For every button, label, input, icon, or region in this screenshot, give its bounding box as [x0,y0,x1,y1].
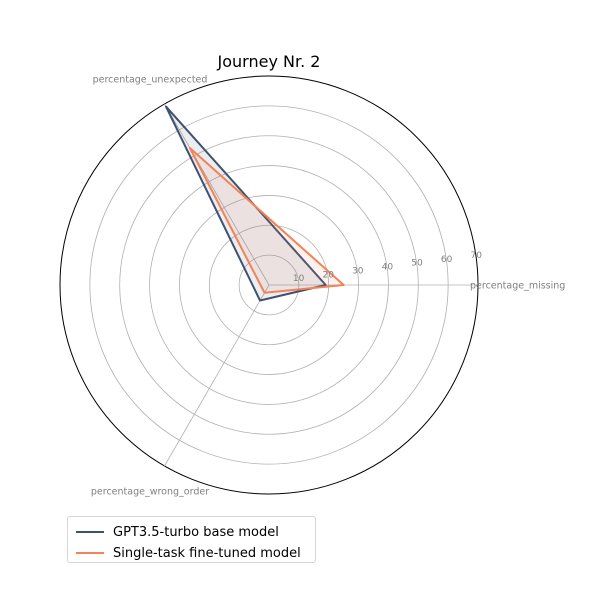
axis-spoke [164,284,270,467]
chart-title: Journey Nr. 2 [217,52,321,71]
radial-tick-label: 10 [293,274,305,284]
legend-label-base: GPT3.5-turbo base model [113,524,279,540]
radial-tick-label: 30 [352,266,364,276]
radial-tick-label: 60 [441,255,453,265]
radial-tick-label: 20 [322,270,334,280]
legend-label-finetuned: Single-task fine-tuned model [113,545,301,561]
radial-tick-label: 40 [382,263,394,273]
series-fill-0 [165,106,326,301]
radial-tick-label: 70 [471,251,483,261]
axis-labels: percentage_missing percentage_unexpectedp… [91,74,565,497]
series-fill-1 [189,147,344,293]
series-line-1 [188,146,345,294]
radial-tick-labels: 10 20 30 40 50 60 70 [293,251,482,284]
axis-spoke [164,103,270,286]
axis-label-percentage-unexpected: percentage_unexpected [93,74,208,85]
legend-item-base: GPT3.5-turbo base model [76,522,307,542]
axis-label-percentage-wrong-order: percentage_wrong_order [91,487,209,498]
legend-swatch-base [76,531,104,533]
legend: GPT3.5-turbo base model Single-task fine… [67,516,316,563]
series-line-0 [164,105,327,302]
radial-tick-label: 50 [411,259,423,269]
legend-swatch-finetuned [76,552,104,554]
axis-label-percentage-missing: percentage_missing [470,281,565,292]
legend-item-finetuned: Single-task fine-tuned model [76,543,307,563]
radar-series [164,105,345,302]
radar-spokes [164,103,478,467]
